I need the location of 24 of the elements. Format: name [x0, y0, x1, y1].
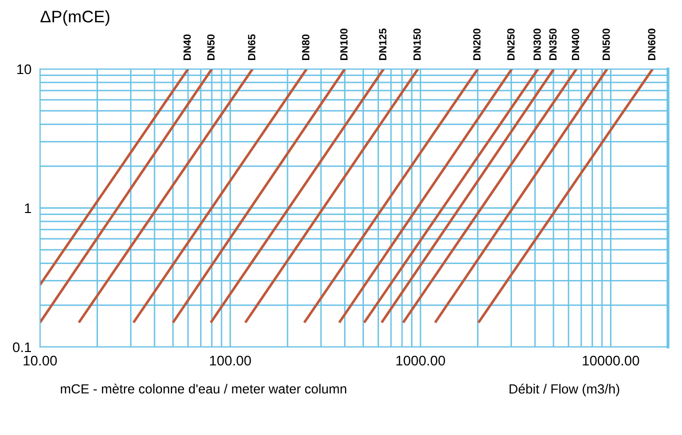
text: DN50 — [207, 34, 215, 60]
text: DN400 — [572, 28, 580, 60]
text: DN200 — [473, 28, 481, 60]
y-tick-label: 0.1 — [12, 342, 31, 352]
text: DN40 — [183, 34, 191, 60]
y-axis-title: ΔP(mCE) — [40, 10, 110, 26]
text: DN80 — [302, 34, 310, 60]
text: DN125 — [379, 28, 386, 60]
text: DN150 — [413, 28, 421, 60]
text: DN250 — [507, 28, 515, 60]
text: DN100 — [340, 28, 348, 60]
text: DN500 — [602, 28, 610, 60]
text: DN350 — [549, 28, 557, 60]
text: DN65 — [248, 34, 256, 60]
x-axis-title: Débit / Flow (m3/h) — [510, 384, 620, 396]
x-tick-label: 100.00 — [210, 356, 251, 366]
text: DN600 — [648, 28, 656, 60]
x-tick-label: 1000.00 — [396, 356, 446, 366]
x-tick-label: 10.00 — [24, 356, 57, 366]
y-tick-label: 10 — [17, 64, 32, 74]
y-tick-label: 1 — [25, 203, 31, 214]
x-tick-label: 10000.00 — [582, 356, 640, 366]
text: DN300 — [533, 28, 541, 60]
text: mCE - mètre colonne d'eau / meter water column — [60, 384, 346, 394]
